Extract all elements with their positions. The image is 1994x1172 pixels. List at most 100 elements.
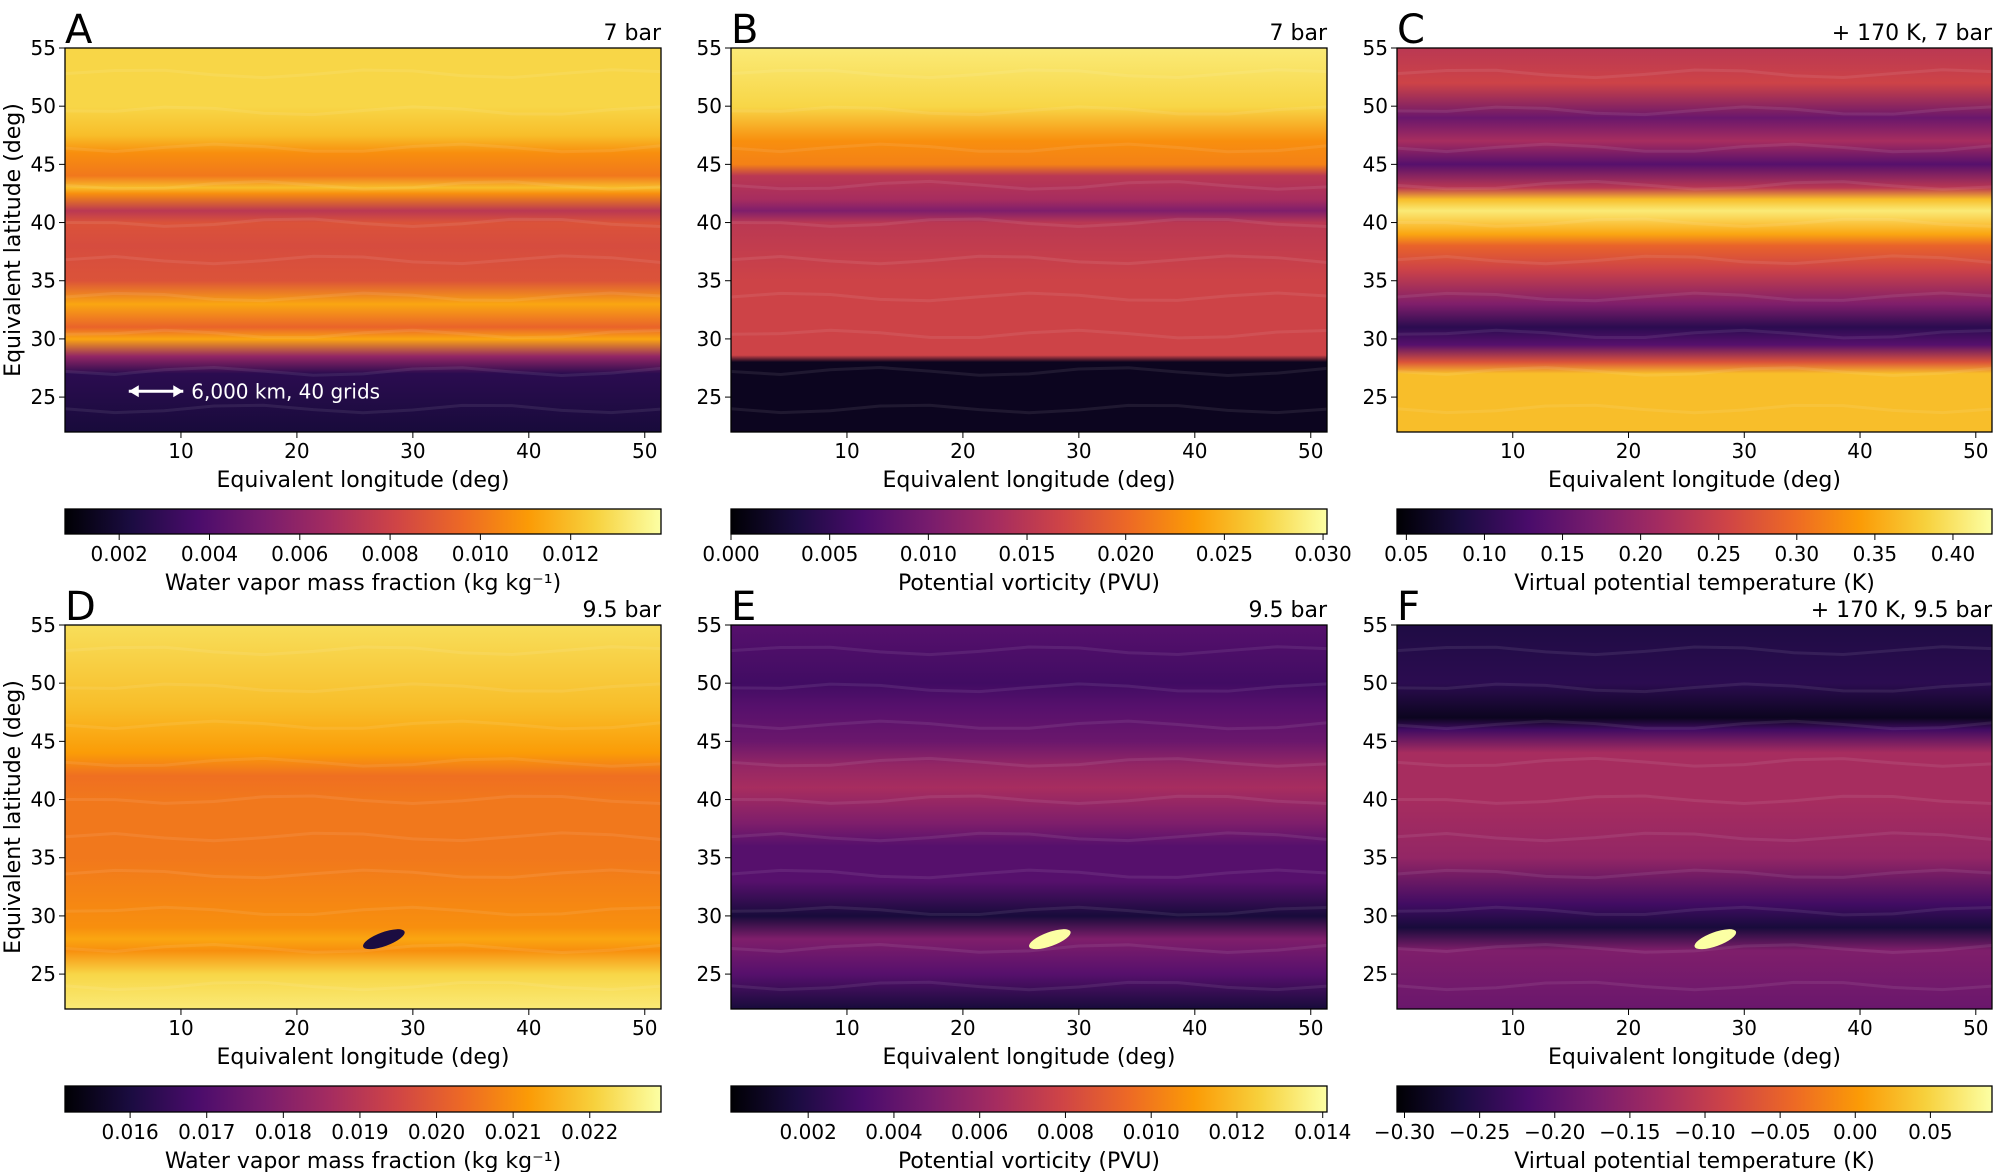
heatmap-streak <box>64 794 662 806</box>
axes-frame <box>1396 47 1993 433</box>
y-tick-label: 55 <box>697 613 722 637</box>
y-tick-label: 40 <box>1363 788 1388 812</box>
colorbar-tick-label: 0.021 <box>485 1120 542 1144</box>
colorbar-tick-label: 0.022 <box>561 1120 618 1144</box>
heatmap-streak <box>1396 105 1993 117</box>
heatmap-streak <box>64 179 662 191</box>
heatmap-streak <box>64 682 662 694</box>
colorbar-label: Virtual potential temperature (K) <box>1514 571 1875 596</box>
panel-title: 7 bar <box>604 21 662 46</box>
axes-frame <box>730 624 1328 1010</box>
y-tick-label: 25 <box>1363 385 1388 409</box>
heatmap-streak <box>1396 868 1993 880</box>
x-tick-label: 10 <box>834 1016 859 1040</box>
y-tick-label: 45 <box>31 729 56 753</box>
y-tick-label: 25 <box>31 962 56 986</box>
heatmap-image <box>731 48 1327 432</box>
heatmap-streak <box>730 68 1328 80</box>
colorbar-gradient <box>64 508 662 535</box>
y-tick-label: 35 <box>31 846 56 870</box>
colorbar-tick-label: 0.40 <box>1931 542 1976 566</box>
colorbar-tick-label: 0.00 <box>1833 1120 1878 1144</box>
y-tick-label: 40 <box>697 788 722 812</box>
y-tick-label: 30 <box>31 327 56 351</box>
y-tick-label: 55 <box>31 613 56 637</box>
x-tick-label: 30 <box>400 439 425 463</box>
panel-title: + 170 K, 7 bar <box>1832 21 1993 46</box>
heatmap-streak <box>730 217 1328 229</box>
colorbar-tick-label: 0.25 <box>1696 542 1741 566</box>
panel-letter: A <box>65 7 93 53</box>
heatmap-streak <box>64 645 662 657</box>
panel-title: 9.5 bar <box>583 598 662 623</box>
heatmap-streak <box>64 403 662 415</box>
panel-letter: E <box>731 584 756 630</box>
colorbar: 0.016 0.017 0.018 0.019 0.020 0.021 0.022Water… <box>64 1085 662 1172</box>
colorbar-tick-label: 0.030 <box>1294 542 1351 566</box>
colorbar-tick-label: −0.05 <box>1749 1120 1810 1144</box>
colorbar-gradient <box>730 1085 1328 1113</box>
heatmap-image <box>65 625 661 1009</box>
y-tick-label: 40 <box>697 211 722 235</box>
y-tick-label: 25 <box>1363 962 1388 986</box>
x-tick-label: 50 <box>632 439 657 463</box>
y-tick-label: 50 <box>1363 671 1388 695</box>
y-tick-label: 30 <box>1363 327 1388 351</box>
heatmap-streak <box>730 179 1328 191</box>
heatmap-streak <box>730 719 1328 731</box>
heatmap-streak <box>730 142 1328 154</box>
x-tick-label: 20 <box>284 1016 309 1040</box>
heatmap-streak <box>1396 179 1993 191</box>
y-tick-label: 25 <box>31 385 56 409</box>
colorbar-tick-label: 0.010 <box>1123 1120 1180 1144</box>
x-tick-label: 20 <box>1616 439 1641 463</box>
colorbar: 0.000 0.005 0.010 0.015 0.020 0.025 0.030 Poten… <box>702 508 1352 596</box>
colorbar-label: Virtual potential temperature (K) <box>1514 1149 1875 1172</box>
colorbar-tick-label: 0.019 <box>331 1120 388 1144</box>
colorbar-label: Water vapor mass fraction (kg kg⁻¹) <box>165 571 561 596</box>
x-axis-label: Equivalent longitude (deg) <box>217 1045 510 1070</box>
colorbar-tick-label: 0.020 <box>408 1120 465 1144</box>
heatmap-streak <box>64 291 662 303</box>
colorbar-tick-label: 0.05 <box>1384 542 1429 566</box>
heatmap-streak <box>730 905 1328 917</box>
colorbar-tick-label: 0.002 <box>91 542 148 566</box>
colorbar-tick-label: 0.010 <box>452 542 509 566</box>
colorbar: 0.002 0.004 0.006 0.008 0.010 0.012 Water vapo… <box>64 508 662 596</box>
colorbar-tick-label: 0.004 <box>181 542 238 566</box>
y-tick-label: 25 <box>697 962 722 986</box>
heatmap-image <box>1397 48 1992 432</box>
heatmap-streak <box>730 645 1328 657</box>
x-tick-label: 30 <box>1066 1016 1091 1040</box>
heatmap-streak <box>1396 366 1993 377</box>
heatmap-streak <box>64 980 662 992</box>
y-tick-label: 45 <box>697 729 722 753</box>
colorbar-tick-label: 0.017 <box>178 1120 235 1144</box>
colorbar-tick-label: 0.005 <box>801 542 858 566</box>
x-tick-label: 10 <box>1500 439 1525 463</box>
heatmap-streak <box>1396 68 1993 80</box>
colorbar-tick-label: 0.008 <box>361 542 418 566</box>
colorbar-tick-label: 0.006 <box>271 542 328 566</box>
heatmap-streak <box>64 328 662 340</box>
y-tick-label: 30 <box>31 904 56 928</box>
heatmap-image <box>1397 625 1992 1009</box>
colorbar-tick-label: −0.25 <box>1449 1120 1510 1144</box>
colorbar-gradient <box>730 508 1328 535</box>
y-tick-label: 55 <box>1363 613 1388 637</box>
panel-letter: C <box>1397 7 1425 53</box>
x-tick-label: 40 <box>1847 1016 1872 1040</box>
colorbar-tick-label: 0.012 <box>1208 1120 1265 1144</box>
y-tick-label: 35 <box>1363 846 1388 870</box>
heatmap-streak <box>1396 980 1993 992</box>
panel-title: 7 bar <box>1270 21 1328 46</box>
heatmap-streak <box>64 756 662 768</box>
y-tick-label: 55 <box>697 36 722 60</box>
heatmap-streak <box>64 217 662 229</box>
x-tick-label: 50 <box>1298 439 1323 463</box>
y-tick-label: 55 <box>31 36 56 60</box>
panel-d: 10 20 30 40 50 25 30 35 40 45 50 55 Equivalent longi… <box>1 584 662 1172</box>
y-tick-label: 45 <box>31 152 56 176</box>
x-tick-label: 50 <box>1963 1016 1988 1040</box>
